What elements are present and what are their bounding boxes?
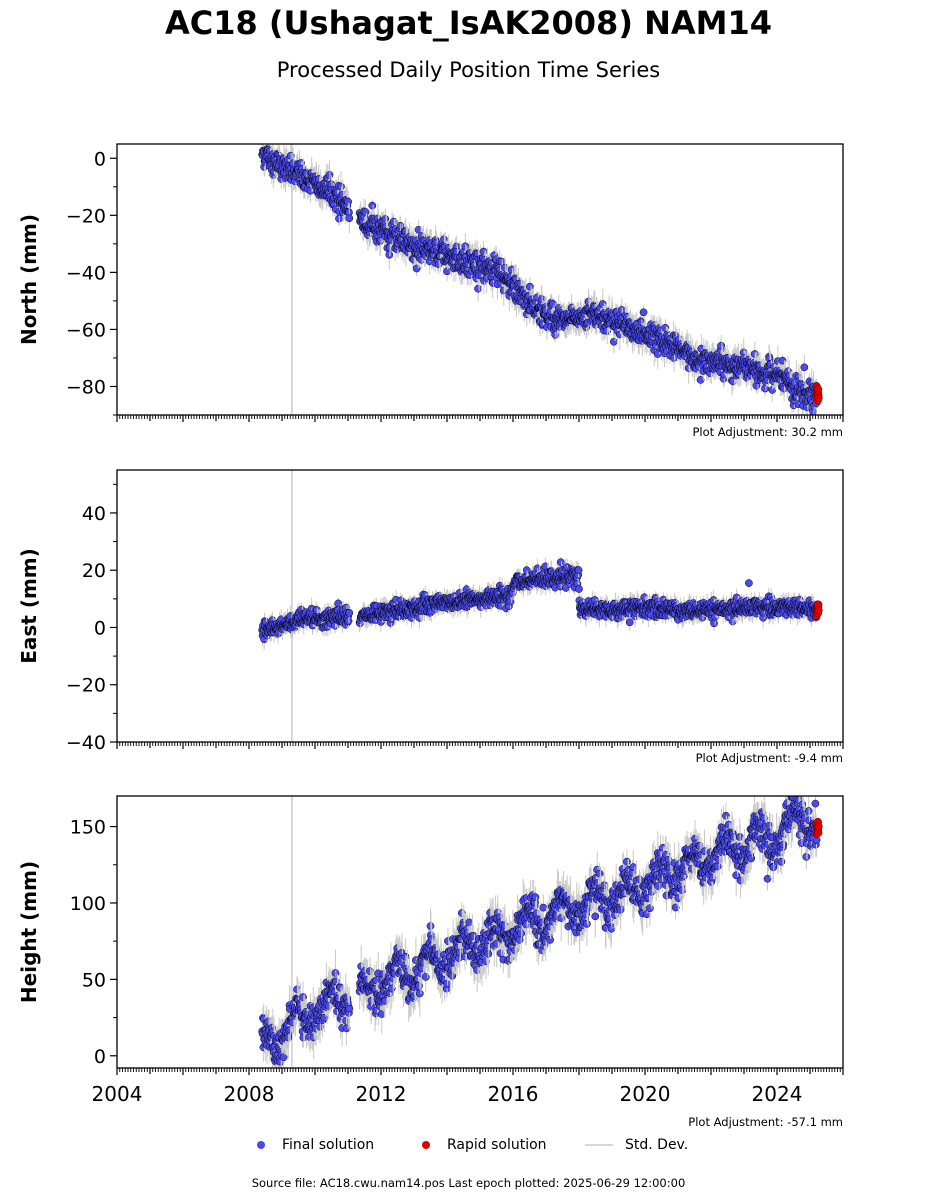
- chart-title: AC18 (Ushagat_IsAK2008) NAM14: [164, 4, 772, 42]
- final-point: [474, 284, 482, 293]
- final-point: [334, 599, 343, 608]
- data-points: [258, 556, 823, 651]
- data-points: [258, 144, 823, 415]
- final-point: [412, 264, 421, 273]
- y-tick-label: −20: [66, 205, 106, 227]
- final-point: [368, 201, 377, 210]
- final-point: [575, 585, 583, 593]
- y-tick-label: 0: [94, 148, 106, 170]
- rapid-point: [814, 393, 823, 402]
- final-point: [625, 618, 634, 627]
- final-point: [526, 282, 534, 291]
- final-point: [574, 566, 583, 574]
- chart-subtitle: Processed Daily Position Time Series: [276, 58, 661, 82]
- final-point: [345, 214, 354, 223]
- final-point: [800, 363, 809, 372]
- y-axis-label: North (mm): [17, 214, 41, 345]
- final-point: [609, 337, 618, 346]
- final-point: [639, 308, 648, 317]
- panel-0: 0 −20 −40 −60 −80 North (mm) Plot Adjustment: …: [17, 143, 844, 439]
- final-point: [696, 376, 705, 384]
- final-point: [381, 215, 390, 223]
- y-tick-label: −60: [66, 319, 106, 341]
- final-point: [345, 608, 354, 617]
- final-point: [361, 208, 370, 216]
- y-tick-label: −80: [66, 376, 106, 398]
- final-point: [556, 558, 565, 567]
- plot-adjustment-label: Plot Adjustment: 30.2 mm: [692, 425, 843, 439]
- final-point: [717, 341, 726, 350]
- y-tick-label: −40: [66, 262, 106, 284]
